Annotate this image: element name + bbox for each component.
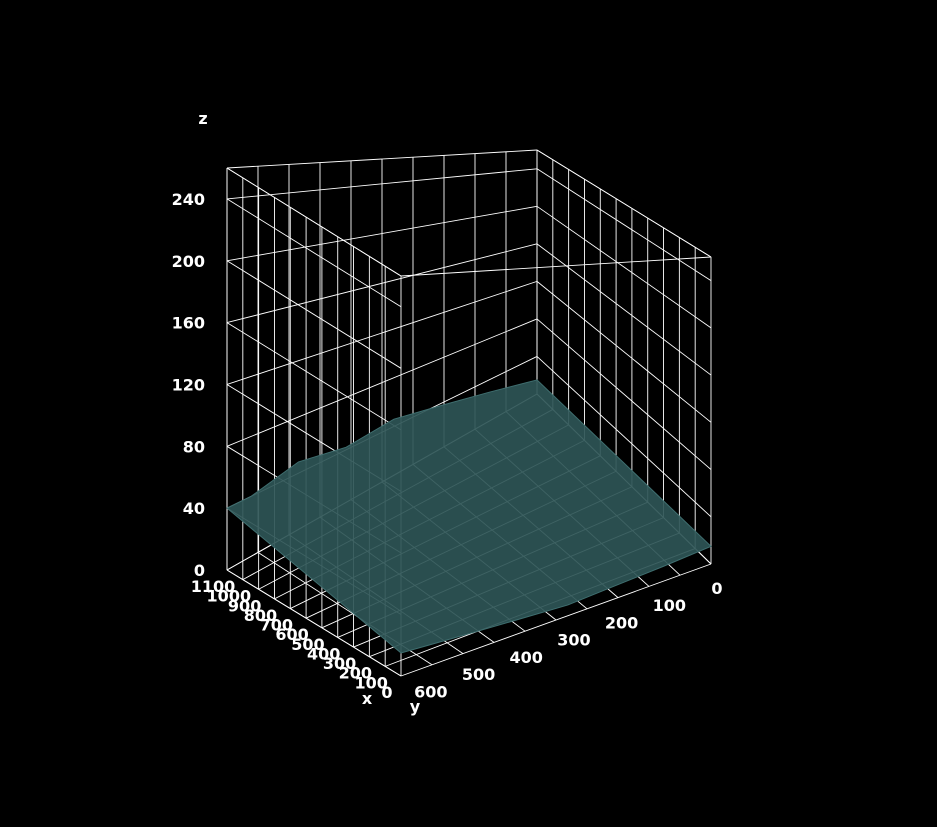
left-wall-grid-line (226, 260, 402, 369)
y-tick-label: 100 (653, 596, 686, 615)
y-tick-label: 500 (462, 665, 495, 684)
surface-layer (226, 379, 712, 654)
box-top-edge (400, 256, 712, 277)
z-tick-label: 80 (183, 437, 205, 456)
x-tick-label: 1100 (191, 577, 236, 596)
back-wall-grid-line (226, 205, 538, 262)
y-tick-label: 400 (510, 648, 543, 667)
x-tick-label: 200 (339, 664, 372, 683)
x-axis-label: x (362, 689, 373, 708)
z-tick-label: 240 (172, 190, 205, 209)
z-tick-label: 40 (183, 499, 205, 518)
x-tick-label: 100 (354, 673, 387, 692)
x-tick-label: 900 (228, 596, 261, 615)
back-wall-grid-line (226, 280, 538, 385)
right-wall-grid-line (536, 168, 712, 281)
x-tick-label: 600 (275, 625, 308, 644)
x-tick-label: 800 (244, 606, 277, 625)
labels-layer: 04080120160200240z0100200300400500600y01… (172, 109, 723, 716)
x-tick-label: 1000 (207, 587, 252, 606)
right-wall-grid-line (536, 281, 712, 423)
z-tick-label: 0 (194, 561, 205, 580)
z-tick-label: 200 (172, 252, 205, 271)
left-wall-grid-line (226, 569, 402, 677)
left-wall-grid-line (226, 322, 402, 431)
left-wall-grid-line (226, 198, 402, 308)
box-top-edge (226, 167, 402, 277)
x-tick-label: 700 (260, 616, 293, 635)
x-tick-label: 300 (323, 654, 356, 673)
back-wall-grid-line (226, 168, 538, 200)
z-tick-label: 120 (172, 375, 205, 394)
y-tick-label: 200 (605, 613, 638, 632)
terrain-surface (226, 379, 712, 654)
y-tick-label: 0 (711, 579, 722, 598)
z-axis-label: z (198, 109, 207, 128)
z-tick-label: 160 (172, 314, 205, 333)
back-wall-grid-line (226, 243, 538, 324)
right-wall-grid-line (536, 318, 712, 470)
x-tick-label: 500 (291, 635, 324, 654)
right-wall-grid-line (536, 356, 712, 518)
x-tick-label: 0 (381, 683, 392, 702)
back-wall-grid-line (226, 318, 538, 447)
box-top-edge (536, 149, 712, 258)
y-axis-label: y (410, 697, 421, 716)
x-tick-label: 400 (307, 644, 340, 663)
y-tick-label: 300 (557, 631, 590, 650)
y-tick-label: 600 (414, 682, 447, 701)
back-wall-grid-line (226, 149, 538, 169)
right-wall-grid-line (536, 205, 712, 329)
